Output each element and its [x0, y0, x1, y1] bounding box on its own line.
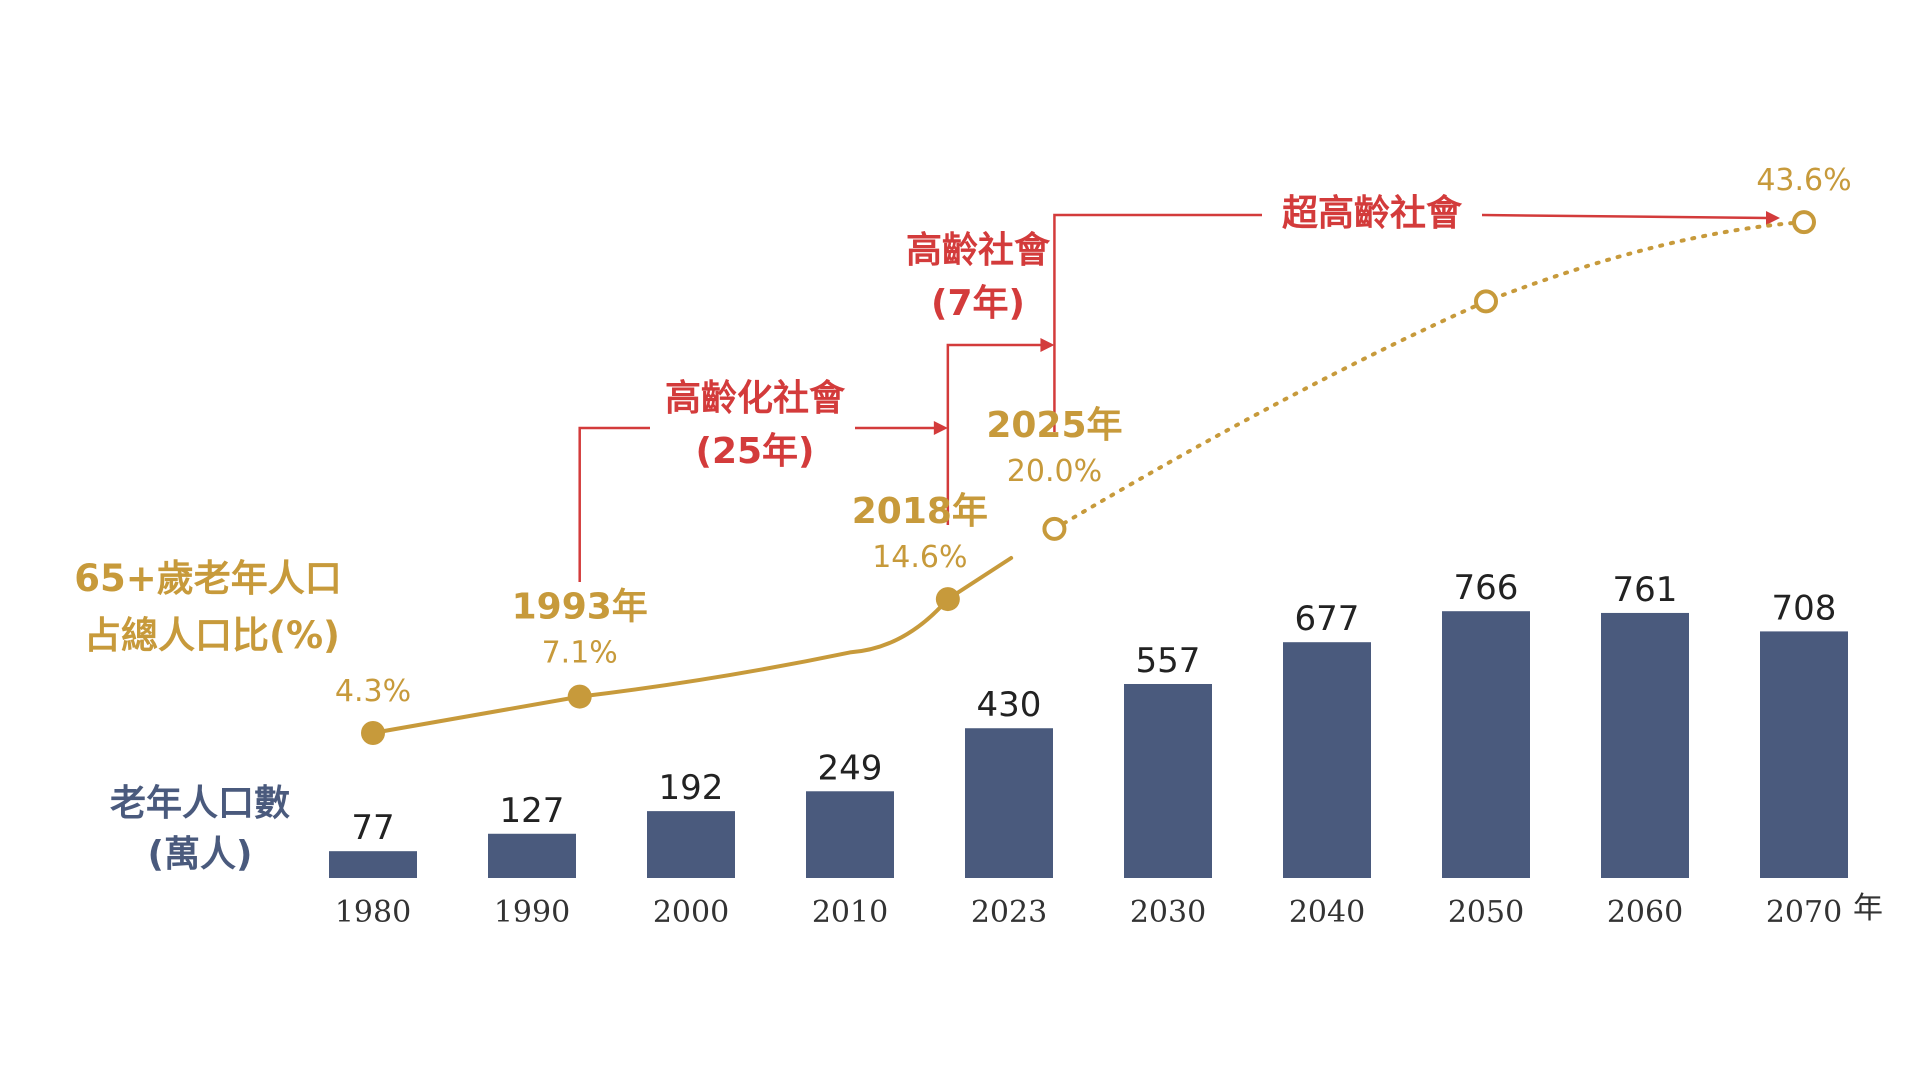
- aging-stage-annotations: 高齡化社會 (25年) 高齡社會 (7年) 超高齡社會: [578, 193, 1780, 582]
- bar-value-label-1980: 77: [351, 808, 394, 848]
- bar-value-label-2070: 708: [1772, 588, 1837, 628]
- ratio-marker-2025: [1042, 516, 1067, 541]
- stage-name-3: 超高齡社會: [1282, 193, 1463, 234]
- bar-2040: [1283, 642, 1371, 878]
- ratio-value-label-1980: 4.3%: [335, 674, 411, 709]
- bar-2030: [1124, 683, 1212, 878]
- ratio-marker-2018: [935, 587, 960, 612]
- stage-name-2: 高齡社會: [906, 230, 1051, 271]
- x-tick-1990: 1990: [494, 895, 570, 930]
- stage-bracket-3-left: [1053, 213, 1262, 432]
- x-tick-2023: 2023: [971, 895, 1047, 930]
- ratio-marker-1993: [567, 684, 592, 709]
- ratio-series-label-line1: 65+歲老年人口: [74, 557, 342, 600]
- elderly-ratio-line: 4.3% 7.1% 1993年 14.6% 2018年 20.0% 2025年 43.6%: [335, 163, 1852, 745]
- ratio-line-projected: [1052, 220, 1806, 531]
- ratio-value-label-2025: 20.0%: [1007, 454, 1102, 489]
- bar-value-label-2023: 430: [977, 685, 1042, 725]
- bar-2060: [1601, 612, 1689, 878]
- ratio-value-label-2070: 43.6%: [1756, 163, 1851, 198]
- bar-series-label-line1: 老年人口數: [110, 783, 290, 824]
- bar-2010: [806, 791, 894, 878]
- bar-2050: [1442, 611, 1530, 878]
- stage-bracket-2: [946, 343, 1043, 525]
- bar-value-label-2010: 249: [818, 748, 883, 788]
- ratio-marker-2050: [1474, 289, 1498, 314]
- stage-duration-1: (25年): [695, 431, 814, 472]
- bar-2000: [647, 811, 735, 878]
- bar-value-label-2060: 761: [1613, 570, 1678, 610]
- x-tick-2040: 2040: [1289, 895, 1365, 930]
- stage-bracket-3-right: [1481, 213, 1769, 220]
- ratio-line-observed: [371, 556, 1014, 735]
- bar-1980: [329, 851, 417, 878]
- stage-name-1: 高齡化社會: [665, 378, 846, 419]
- x-tick-2000: 2000: [653, 895, 729, 930]
- bar-2070: [1760, 631, 1848, 878]
- bar-value-label-2030: 557: [1136, 641, 1201, 681]
- stage-arrow-3: [1766, 211, 1780, 225]
- x-tick-2050: 2050: [1448, 895, 1524, 930]
- x-tick-2030: 2030: [1130, 895, 1206, 930]
- ratio-series-label-line2: 占總人口比(%): [84, 614, 340, 657]
- bar-value-label-2000: 192: [659, 768, 724, 808]
- x-tick-2070: 2070: [1766, 895, 1842, 930]
- ratio-year-label-2018: 2018年: [852, 491, 988, 532]
- bar-value-label-1990: 127: [500, 791, 565, 831]
- stage-bracket-1-left: [578, 426, 650, 582]
- ratio-marker-1980: [361, 721, 385, 745]
- bar-series-label-line2: (萬人): [148, 834, 253, 875]
- x-tick-2010: 2010: [812, 895, 888, 930]
- bar-1990: [488, 833, 576, 878]
- x-tick-2060: 2060: [1607, 895, 1683, 930]
- ratio-year-label-1993: 1993年: [512, 587, 648, 628]
- elderly-population-bars: 77 127 192 249 430 557 677 766 761 708: [329, 568, 1848, 878]
- stage-arrow-2: [1040, 338, 1055, 352]
- stage-duration-2: (7年): [931, 283, 1025, 324]
- x-tick-1980: 1980: [335, 895, 411, 930]
- bar-2023: [965, 728, 1053, 878]
- x-axis-unit: 年: [1853, 891, 1883, 926]
- x-axis-ticks: 1980 1990 2000 2010 2023 2030 2040 2050 2060 2070…: [335, 891, 1883, 930]
- bar-value-label-2050: 766: [1454, 568, 1519, 608]
- ratio-value-label-2018: 14.6%: [872, 540, 967, 575]
- ratio-marker-2070: [1792, 210, 1816, 235]
- bar-value-label-2040: 677: [1295, 599, 1360, 639]
- ratio-value-label-1993: 7.1%: [542, 636, 618, 671]
- stage-arrow-1: [933, 421, 948, 435]
- ratio-year-label-2025: 2025年: [986, 405, 1122, 446]
